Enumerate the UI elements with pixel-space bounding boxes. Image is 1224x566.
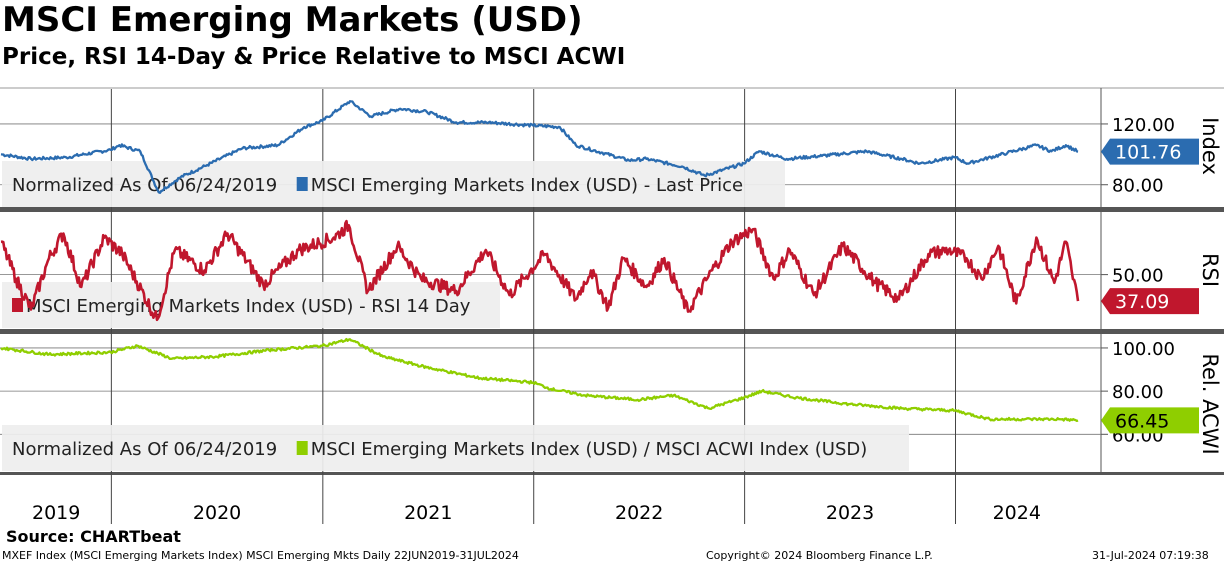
panel2-ylabel: RSI (1198, 253, 1222, 287)
panel1-legend-swatch (296, 177, 308, 191)
panel3-series-line (0, 337, 1079, 423)
panel-separator-1 (0, 207, 1224, 212)
panel1-tick-label-1: 120.00 (1112, 115, 1175, 136)
panel2-last-value-tag (1101, 288, 1199, 315)
footer-copyright: Copyright© 2024 Bloomberg Finance L.P. (706, 549, 933, 562)
year-label-2022: 2022 (615, 502, 663, 524)
panel2-series-line (0, 219, 1080, 322)
panel1-ylabel: Index (1198, 117, 1222, 175)
panel2-tick-label-1: 50.00 (1112, 266, 1164, 287)
footer-left: MXEF Index (MSCI Emerging Markets Index)… (2, 549, 519, 562)
chart-subtitle: Price, RSI 14-Day & Price Relative to MS… (2, 44, 626, 70)
panel3-legend-series-name: MSCI Emerging Markets Index (USD) / MSCI… (311, 439, 868, 460)
panel2-legend-box (2, 282, 500, 328)
panel1-legend-series-name: MSCI Emerging Markets Index (USD) - Last… (311, 175, 743, 196)
panel1-legend-box (2, 161, 785, 207)
panel3-last-value-tag (1101, 407, 1199, 434)
panel2-legend-series-name: MSCI Emerging Markets Index (USD) - RSI … (26, 296, 471, 317)
footer-timestamp: 31-Jul-2024 07:19:38 (1092, 549, 1209, 562)
chart-title: MSCI Emerging Markets (USD) (2, 0, 583, 40)
panel3-last-value-label: 66.45 (1115, 410, 1169, 432)
year-label-2019: 2019 (32, 502, 80, 524)
panel1-last-value-tag (1101, 138, 1199, 165)
year-label-2021: 2021 (404, 502, 452, 524)
panel2-legend-swatch (12, 298, 23, 312)
panel3-legend-swatch (296, 441, 308, 455)
year-label-2024: 2024 (993, 502, 1041, 524)
panel1-tick-label-2: 80.00 (1112, 176, 1164, 197)
panel-separator-2 (0, 329, 1224, 334)
panel3-legend-note: Normalized As Of 06/24/2019 (12, 439, 277, 460)
panel3-ylabel: Rel. ACWI (1198, 353, 1222, 454)
panel3-tick-label-2: 80.00 (1112, 382, 1164, 403)
panel3-legend-box (2, 425, 909, 471)
year-label-2023: 2023 (826, 502, 874, 524)
year-label-2020: 2020 (193, 502, 241, 524)
panel1-legend-note: Normalized As Of 06/24/2019 (12, 175, 277, 196)
panel1-series-line (0, 100, 1079, 194)
panel1-last-value-label: 101.76 (1115, 142, 1181, 164)
panel-separator-3 (0, 472, 1224, 475)
panel2-last-value-label: 37.09 (1115, 291, 1169, 313)
panel3-tick-label-1: 100.00 (1112, 339, 1175, 360)
source-note: Source: CHARTbeat (6, 527, 181, 546)
